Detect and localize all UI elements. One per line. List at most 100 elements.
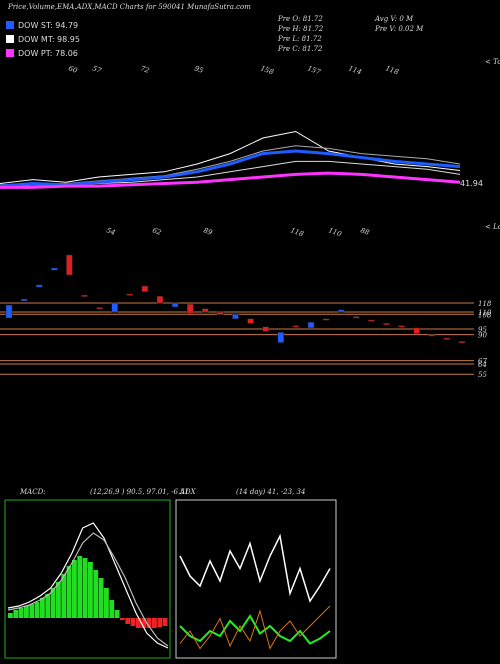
candle [368, 319, 375, 322]
macd-bar [66, 566, 72, 618]
legend-swatch [6, 35, 14, 43]
candle [141, 285, 149, 292]
candle [307, 321, 315, 329]
last-value: 41.94 [460, 179, 483, 188]
low-label: 88 [359, 226, 371, 237]
macd-bar [72, 560, 77, 618]
macd-bar [157, 618, 163, 627]
low-label: 54 [105, 226, 116, 237]
candle [398, 325, 405, 328]
candle [111, 302, 118, 313]
macd-line [7, 532, 169, 647]
prev-value: Pre C: 81.72 [277, 45, 323, 53]
level-label: 90 [478, 332, 487, 340]
prev-value: Pre H: 81.72 [277, 25, 324, 33]
macd-bar [13, 610, 19, 618]
candle [5, 304, 13, 319]
volume-value: Avg V: 0 M [374, 15, 414, 23]
macd-label: MACD: [19, 488, 46, 496]
candle [186, 303, 194, 314]
candle [413, 327, 420, 334]
macd-bar [109, 600, 115, 618]
level-label: 55 [478, 371, 487, 379]
macd-bar [50, 588, 56, 618]
macd-bar [98, 578, 104, 618]
macd-bar [152, 618, 157, 628]
macd-bar [61, 574, 67, 618]
candle [353, 316, 360, 319]
top-label: 157 [306, 64, 322, 76]
macd-line [7, 522, 169, 649]
adx-line [179, 605, 331, 650]
candle [51, 267, 58, 271]
macd-bar [8, 613, 13, 618]
top-label: 60 [67, 64, 79, 75]
adx-line [179, 614, 331, 645]
macd-bar [93, 570, 99, 618]
candle [66, 254, 73, 276]
volume-value: Pre V: 0.02 M [374, 25, 424, 33]
top-label: 158 [259, 64, 275, 76]
candle [81, 294, 88, 297]
title: Price,Volume,EMA,ADX,MACD Charts for 590… [7, 3, 251, 11]
macd-bar [45, 594, 51, 618]
macd-bar [125, 618, 131, 624]
candle [322, 318, 330, 321]
candle [35, 284, 43, 288]
candle [202, 308, 209, 313]
candle [171, 302, 179, 308]
top-label: 114 [347, 64, 362, 76]
macd-params: (12,26,9 ) 90.5, 97.01, -6.51 [90, 488, 189, 496]
macd-bar [18, 608, 24, 618]
legend-label: DOW PT: 78.06 [18, 49, 78, 58]
low-label: 118 [289, 226, 305, 238]
legend-swatch [6, 49, 14, 57]
macd-bar [120, 618, 125, 620]
tops-marker: < Tops [485, 58, 500, 66]
prev-value: Pre O: 81.72 [277, 15, 323, 23]
legend-swatch [6, 21, 14, 29]
level-label: 95 [478, 326, 487, 334]
macd-bar [34, 602, 40, 618]
level-label: 110 [478, 309, 492, 317]
macd-bar [130, 618, 136, 626]
candle [156, 295, 164, 304]
macd-bar [29, 604, 35, 618]
legend-label: DOW MT: 98.95 [18, 35, 80, 44]
candle [292, 325, 300, 328]
macd-bar [141, 618, 147, 628]
macd-bar [82, 558, 88, 618]
candle [217, 311, 224, 315]
ema-line [0, 149, 461, 188]
top-label: 118 [384, 64, 400, 76]
candle [337, 309, 345, 313]
macd-frame [4, 499, 171, 659]
level-label: 118 [478, 300, 492, 308]
candle [458, 341, 466, 344]
level-label: 64 [478, 361, 487, 369]
adx-params: (14 day) 41, -23, 34 [236, 488, 305, 496]
macd-bar [114, 610, 120, 618]
low-label: 89 [202, 226, 214, 237]
candle [428, 334, 436, 337]
candle [247, 318, 254, 324]
macd-bar [77, 556, 83, 618]
macd-bar [136, 618, 141, 628]
prev-value: Pre L: 81.72 [277, 35, 322, 43]
candle [20, 298, 28, 302]
candle [262, 326, 269, 332]
adx-label: ADX [179, 488, 197, 496]
top-label: 95 [193, 64, 205, 75]
macd-bar [24, 606, 29, 618]
adx-line [179, 533, 331, 603]
level-label: 67 [478, 358, 487, 366]
candle [232, 314, 239, 320]
low-label: 110 [327, 226, 343, 238]
top-label: 57 [91, 64, 103, 75]
lows-marker: < Lows [485, 223, 500, 231]
macd-bar [40, 598, 45, 618]
candle [126, 293, 134, 296]
macd-bar [146, 618, 152, 628]
macd-bar [56, 582, 61, 618]
